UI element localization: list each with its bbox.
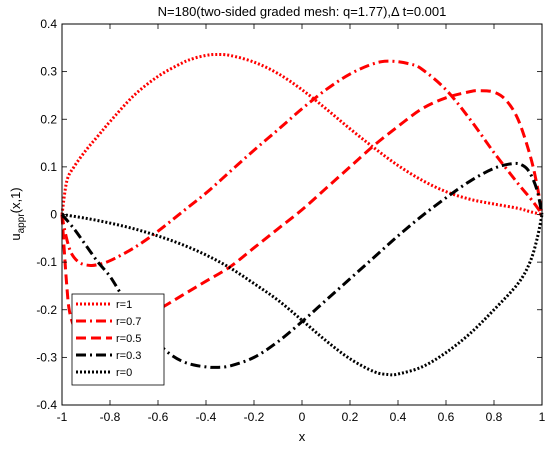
- y-axis-title-suffix: (x,1): [8, 187, 23, 213]
- y-tick-label: 0.2: [40, 112, 57, 126]
- series-line-r-0: [61, 213, 544, 377]
- x-tick-label: 0.8: [486, 410, 503, 424]
- x-tick-label: 0.4: [390, 410, 407, 424]
- x-tick-label: -0.4: [196, 410, 217, 424]
- x-tick-label: 0: [299, 410, 306, 424]
- y-tick-label: -0.3: [36, 350, 57, 364]
- x-tick-label: 0.6: [438, 410, 455, 424]
- legend-label: r=0.7: [116, 316, 141, 328]
- x-tick-label: 1: [539, 410, 546, 424]
- x-tick-label: 0.2: [342, 410, 359, 424]
- legend-box: [71, 293, 165, 386]
- legend-label: r=0.5: [116, 333, 141, 345]
- ticks-layer: -1 -0.8 -0.6 -0.4 -0.2 0 0.2 0.4 0.6 0.8 1 -0.4 -0.3…: [36, 17, 545, 424]
- y-tick-label: -0.1: [36, 255, 57, 269]
- y-tick-label: 0.3: [40, 65, 57, 79]
- y-axis-title: uappr(x,1): [8, 187, 27, 240]
- x-tick-label: -1: [57, 410, 68, 424]
- y-tick-label: 0.1: [40, 160, 57, 174]
- y-tick-label: 0.4: [40, 17, 57, 31]
- y-axis-title-main: u: [8, 233, 23, 240]
- y-axis-title-sub: appr: [16, 213, 27, 234]
- y-tick-label: -0.4: [36, 398, 57, 412]
- series-line-r-0-7: [60, 59, 544, 267]
- y-tick-label: 0: [50, 208, 57, 222]
- x-tick-label: -0.6: [148, 410, 169, 424]
- y-tick-label: -0.2: [36, 303, 57, 317]
- x-axis-title: x: [299, 429, 306, 444]
- x-tick-label: -0.2: [244, 410, 265, 424]
- legend-label: r=0.3: [116, 350, 141, 362]
- legend-label: r=0: [116, 367, 132, 379]
- legend-label: r=1: [116, 299, 132, 311]
- chart-title: N=180(two-sided graded mesh: q=1.77),Δ t…: [158, 4, 447, 19]
- legend: r=1 r=0.7 r=0.5 r=0.3 r=0: [71, 293, 165, 386]
- series-line-r-1: [60, 52, 543, 216]
- x-tick-label: -0.8: [100, 410, 121, 424]
